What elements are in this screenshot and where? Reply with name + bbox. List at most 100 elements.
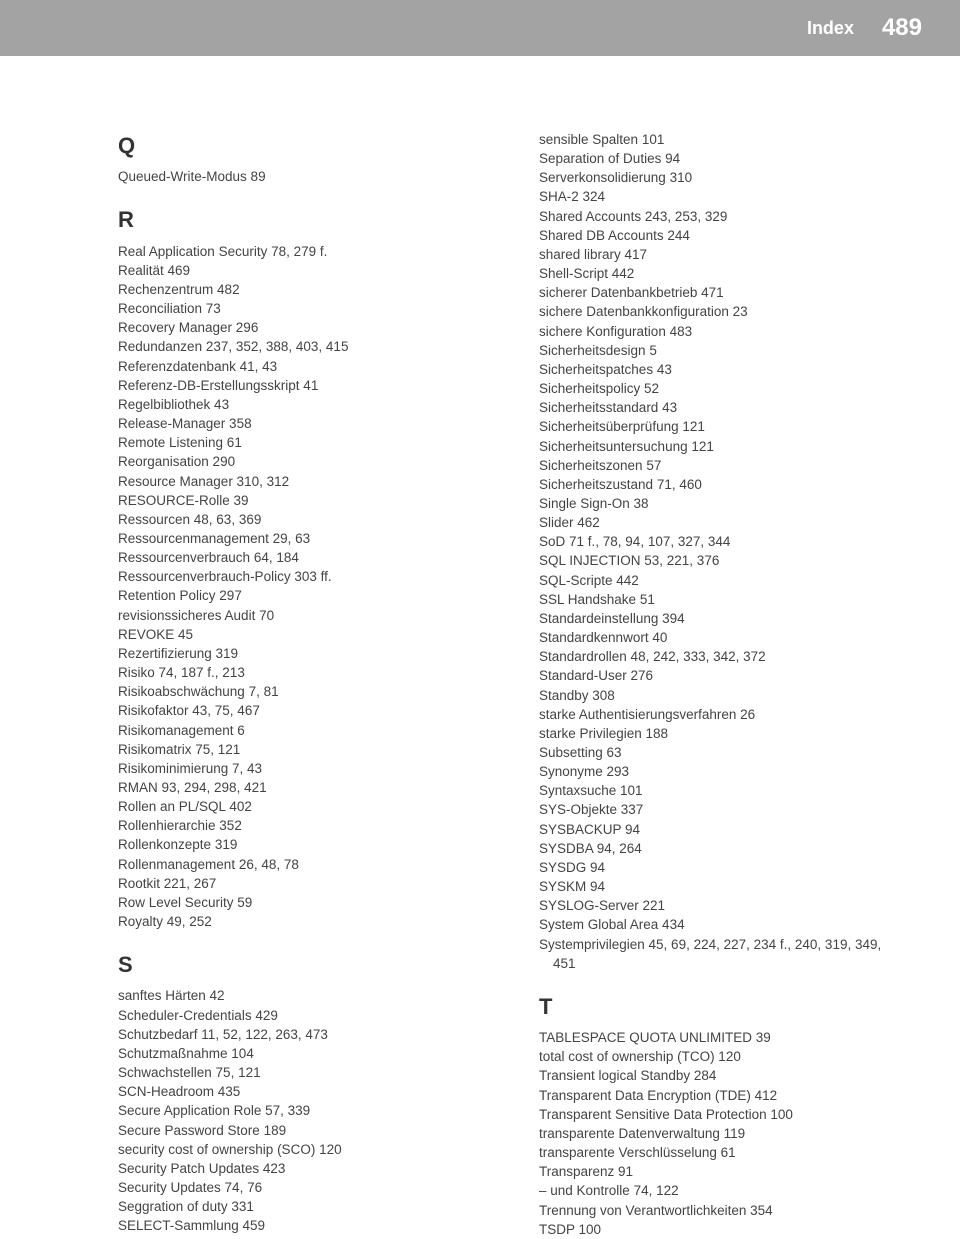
index-entry: Sicherheitsuntersuchung 121 bbox=[539, 437, 920, 456]
index-entry: Release-Manager 358 bbox=[118, 414, 499, 433]
index-entry: SYSLOG-Server 221 bbox=[539, 896, 920, 915]
index-entry: Ressourcenverbrauch-Policy 303 ff. bbox=[118, 567, 499, 586]
index-entry: Serverkonsolidierung 310 bbox=[539, 168, 920, 187]
index-entry: SHA-2 324 bbox=[539, 187, 920, 206]
index-entry: Security Patch Updates 423 bbox=[118, 1159, 499, 1178]
index-entry: SSL Handshake 51 bbox=[539, 590, 920, 609]
index-entry: SQL-Scripte 442 bbox=[539, 571, 920, 590]
index-entry: Realität 469 bbox=[118, 261, 499, 280]
index-entry: SYSBACKUP 94 bbox=[539, 820, 920, 839]
index-entry: Standard-User 276 bbox=[539, 666, 920, 685]
index-content: Q Queued-Write-Modus 89 R Real Application … bbox=[118, 130, 920, 1204]
index-entry: Real Application Security 78, 279 f. bbox=[118, 242, 499, 261]
index-entry: Risiko 74, 187 f., 213 bbox=[118, 663, 499, 682]
index-entry: SYSKM 94 bbox=[539, 877, 920, 896]
index-entry: Reconciliation 73 bbox=[118, 299, 499, 318]
header-index-label: Index bbox=[807, 18, 854, 39]
header-page-number: 489 bbox=[882, 14, 922, 42]
index-entry: starke Privilegien 188 bbox=[539, 724, 920, 743]
index-entry: Transparent Data Encryption (TDE) 412 bbox=[539, 1086, 920, 1105]
index-entry: Sicherheitsüberprüfung 121 bbox=[539, 417, 920, 436]
index-entry: Risikoabschwächung 7, 81 bbox=[118, 682, 499, 701]
index-entry: Secure Application Role 57, 339 bbox=[118, 1101, 499, 1120]
index-entry: Regelbibliothek 43 bbox=[118, 395, 499, 414]
index-entry: Rechenzentrum 482 bbox=[118, 280, 499, 299]
index-entry: Queued-Write-Modus 89 bbox=[118, 167, 499, 186]
index-entry: 451 bbox=[539, 954, 920, 973]
index-entry: Sicherheitsstandard 43 bbox=[539, 398, 920, 417]
index-entry: Ressourcenverbrauch 64, 184 bbox=[118, 548, 499, 567]
index-entry: sanftes Härten 42 bbox=[118, 986, 499, 1005]
index-entry: security cost of ownership (SCO) 120 bbox=[118, 1140, 499, 1159]
index-column-right: sensible Spalten 101Separation of Duties… bbox=[539, 130, 920, 1204]
index-entry: Risikomatrix 75, 121 bbox=[118, 740, 499, 759]
index-entry: Rollenhierarchie 352 bbox=[118, 816, 499, 835]
index-entry: System Global Area 434 bbox=[539, 915, 920, 934]
index-entry: Standardrollen 48, 242, 333, 342, 372 bbox=[539, 647, 920, 666]
index-entry: Trennung von Verantwortlichkeiten 354 bbox=[539, 1201, 920, 1220]
index-entry: SoD 71 f., 78, 94, 107, 327, 344 bbox=[539, 532, 920, 551]
index-entry: REVOKE 45 bbox=[118, 625, 499, 644]
index-entry: Synonyme 293 bbox=[539, 762, 920, 781]
index-entry: transparente Verschlüsselung 61 bbox=[539, 1143, 920, 1162]
index-entry: Slider 462 bbox=[539, 513, 920, 532]
index-entry: Transparent Sensitive Data Protection 10… bbox=[539, 1105, 920, 1124]
index-entry: Systemprivilegien 45, 69, 224, 227, 234 … bbox=[539, 935, 920, 954]
index-entry: TABLESPACE QUOTA UNLIMITED 39 bbox=[539, 1028, 920, 1047]
index-entry: Redundanzen 237, 352, 388, 403, 415 bbox=[118, 337, 499, 356]
index-entry: Rollenkonzepte 319 bbox=[118, 835, 499, 854]
index-entry: SELECT-Sammlung 459 bbox=[118, 1216, 499, 1235]
index-entry: Row Level Security 59 bbox=[118, 893, 499, 912]
index-entry: Resource Manager 310, 312 bbox=[118, 472, 499, 491]
index-entry: Schutzmaßnahme 104 bbox=[118, 1044, 499, 1063]
section-letter-r: R bbox=[118, 204, 499, 235]
index-entry: transparente Datenverwaltung 119 bbox=[539, 1124, 920, 1143]
index-entry: Separation of Duties 94 bbox=[539, 149, 920, 168]
index-entry: revisionssicheres Audit 70 bbox=[118, 606, 499, 625]
index-entry: TSDP 100 bbox=[539, 1220, 920, 1239]
index-entry: sichere Konfiguration 483 bbox=[539, 322, 920, 341]
index-entry: SCN-Headroom 435 bbox=[118, 1082, 499, 1101]
index-entry: Ressourcen 48, 63, 369 bbox=[118, 510, 499, 529]
index-entry: Single Sign-On 38 bbox=[539, 494, 920, 513]
index-entry: Recovery Manager 296 bbox=[118, 318, 499, 337]
index-entry: Seggration of duty 331 bbox=[118, 1197, 499, 1216]
index-entry: RESOURCE-Rolle 39 bbox=[118, 491, 499, 510]
index-entry: SYSDBA 94, 264 bbox=[539, 839, 920, 858]
index-entry: sensible Spalten 101 bbox=[539, 130, 920, 149]
index-entry: sicherer Datenbankbetrieb 471 bbox=[539, 283, 920, 302]
index-entry: shared library 417 bbox=[539, 245, 920, 264]
index-entry: Rollen an PL/SQL 402 bbox=[118, 797, 499, 816]
section-letter-q: Q bbox=[118, 130, 499, 161]
index-entry: Remote Listening 61 bbox=[118, 433, 499, 452]
index-entry: Rollenmanagement 26, 48, 78 bbox=[118, 855, 499, 874]
index-entry: Reorganisation 290 bbox=[118, 452, 499, 471]
index-entry: Retention Policy 297 bbox=[118, 586, 499, 605]
index-entry: Standardkennwort 40 bbox=[539, 628, 920, 647]
index-entry: SQL INJECTION 53, 221, 376 bbox=[539, 551, 920, 570]
index-entry: Schwachstellen 75, 121 bbox=[118, 1063, 499, 1082]
index-entry: Rootkit 221, 267 bbox=[118, 874, 499, 893]
index-entry: Referenz-DB-Erstellungsskript 41 bbox=[118, 376, 499, 395]
index-entry: Sicherheitszonen 57 bbox=[539, 456, 920, 475]
index-entry: Syntaxsuche 101 bbox=[539, 781, 920, 800]
index-entry: Standardeinstellung 394 bbox=[539, 609, 920, 628]
index-entry: Transparenz 91 bbox=[539, 1162, 920, 1181]
index-entry: Scheduler-Credentials 429 bbox=[118, 1006, 499, 1025]
index-entry: Sicherheitszustand 71, 460 bbox=[539, 475, 920, 494]
index-entry: Sicherheitspolicy 52 bbox=[539, 379, 920, 398]
index-entry: sichere Datenbankkonfiguration 23 bbox=[539, 302, 920, 321]
index-entry: Shared Accounts 243, 253, 329 bbox=[539, 207, 920, 226]
index-entry: total cost of ownership (TCO) 120 bbox=[539, 1047, 920, 1066]
page-header: Index 489 bbox=[0, 0, 960, 56]
index-entry: Schutzbedarf 11, 52, 122, 263, 473 bbox=[118, 1025, 499, 1044]
index-entry: Referenzdatenbank 41, 43 bbox=[118, 357, 499, 376]
index-entry: Subsetting 63 bbox=[539, 743, 920, 762]
index-entry: SYSDG 94 bbox=[539, 858, 920, 877]
index-entry: RMAN 93, 294, 298, 421 bbox=[118, 778, 499, 797]
section-letter-t: T bbox=[539, 991, 920, 1022]
index-column-left: Q Queued-Write-Modus 89 R Real Application … bbox=[118, 130, 499, 1204]
index-entry: Royalty 49, 252 bbox=[118, 912, 499, 931]
index-entry: Risikomanagement 6 bbox=[118, 721, 499, 740]
section-letter-s: S bbox=[118, 949, 499, 980]
